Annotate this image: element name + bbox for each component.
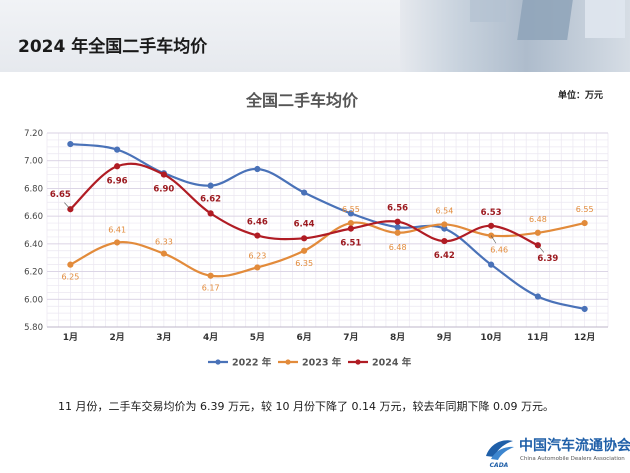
x-tick-label: 11月 [527, 332, 549, 343]
data-label: 6.25 [61, 273, 79, 282]
header-decorative-photo [400, 0, 630, 72]
x-tick-label: 2月 [109, 332, 124, 343]
series-1-point [534, 229, 541, 236]
data-label: 6.46 [247, 218, 268, 228]
x-tick-label: 10月 [480, 332, 502, 343]
data-label: 6.46 [490, 246, 508, 255]
series-2-point [441, 237, 448, 245]
x-tick-label: 3月 [156, 332, 171, 343]
association-logo: CADA 中国汽车流通协会 China Automobile Dealers A… [482, 432, 630, 470]
y-tick-label: 5.80 [24, 323, 43, 333]
legend-label: 2024 年 [372, 357, 412, 369]
chart-title: 全国二手车均价 [245, 91, 359, 110]
series-2-point [301, 235, 308, 242]
series-1-point [581, 219, 588, 227]
data-label: 6.42 [434, 251, 455, 261]
series-2-point [254, 232, 261, 239]
used-car-price-line-chart: 全国二手车均价 单位：万元 5.80 6.00 6.20 6.40 6.60 6.80 7.00… [24, 89, 609, 369]
x-tick-label: 4月 [203, 332, 218, 343]
series-2-point [347, 225, 354, 232]
data-label: 6.51 [340, 239, 361, 249]
logo-name-en: China Automobile Dealers Association [520, 456, 625, 462]
data-label: 6.65 [50, 190, 71, 200]
series-2-point [114, 163, 121, 170]
data-label: 6.54 [435, 206, 453, 215]
data-label: 6.48 [529, 215, 547, 224]
series-1-point [114, 239, 121, 246]
data-label: 6.96 [107, 176, 128, 186]
data-label: 6.48 [389, 243, 407, 252]
data-label-leader [64, 202, 71, 210]
x-tick-label: 5月 [250, 332, 265, 343]
y-tick-label: 7.00 [24, 157, 43, 167]
data-label: 6.62 [200, 194, 221, 204]
data-label: 6.90 [153, 185, 174, 195]
series-2-point [160, 171, 167, 178]
series-1-point [254, 264, 261, 271]
y-tick-label: 6.20 [24, 268, 43, 278]
legend-marker [285, 359, 291, 365]
data-label-leader [490, 235, 497, 244]
data-label: 6.53 [481, 208, 502, 218]
legend-label: 2023 年 [302, 357, 342, 369]
chart-footnote: 11 月份，二手车交易均价为 6.39 万元，较 10 月份下降了 0.14 万… [58, 400, 554, 413]
series-1-point [301, 247, 308, 254]
x-tick-label: 7月 [343, 332, 358, 343]
series-0-point [301, 189, 308, 196]
x-tick-label: 9月 [437, 332, 452, 343]
legend-marker [215, 359, 221, 365]
y-tick-label: 6.40 [24, 240, 43, 250]
series-1-point [441, 221, 448, 228]
svg-text:CADA: CADA [490, 462, 509, 468]
series-0-point [581, 305, 588, 313]
y-tick-label: 6.60 [24, 212, 43, 222]
data-label: 6.56 [387, 204, 408, 214]
data-label: 6.35 [295, 259, 313, 268]
series-0-point [114, 146, 121, 153]
series-0-point [488, 261, 495, 268]
series-0-point [394, 224, 401, 231]
x-tick-label: 8月 [390, 332, 405, 343]
data-label: 6.41 [108, 225, 126, 234]
series-2-point [394, 218, 401, 225]
chart-unit-label: 单位：万元 [558, 89, 603, 101]
data-label: 6.23 [248, 251, 266, 260]
header-band [0, 0, 630, 72]
data-label: 6.33 [155, 238, 173, 247]
data-label-leader [537, 245, 545, 253]
series-1-point [488, 232, 495, 239]
slide-title: 2024 年全国二手车均价 [18, 37, 208, 57]
logo-name-cn: 中国汽车流通协会 [519, 438, 630, 454]
series-0-point [254, 165, 261, 173]
series-2-point [488, 222, 495, 229]
series-1-point [347, 219, 354, 227]
y-tick-label: 7.20 [24, 129, 43, 139]
legend-marker [355, 359, 361, 365]
series-0-point [207, 182, 214, 189]
data-label: 6.17 [202, 284, 220, 293]
x-tick-label: 1月 [63, 332, 78, 343]
series-0-point [67, 140, 74, 148]
x-tick-label: 6月 [296, 332, 311, 343]
series-0-point [534, 293, 541, 300]
data-label: 6.55 [342, 205, 360, 214]
data-label: 6.55 [576, 205, 594, 214]
x-tick-label: 12月 [574, 332, 596, 343]
y-tick-label: 6.00 [24, 295, 43, 305]
series-1-point [207, 272, 214, 279]
legend-label: 2022 年 [232, 357, 272, 369]
series-0-point [347, 210, 354, 217]
data-label: 6.39 [537, 254, 558, 264]
series-1-point [67, 261, 74, 268]
series-2-point [207, 210, 214, 217]
y-tick-label: 6.80 [24, 184, 43, 194]
series-1-point [160, 250, 167, 257]
cada-logo-icon: CADA [486, 440, 514, 468]
series-1-point [394, 229, 401, 236]
data-label: 6.44 [294, 219, 315, 229]
